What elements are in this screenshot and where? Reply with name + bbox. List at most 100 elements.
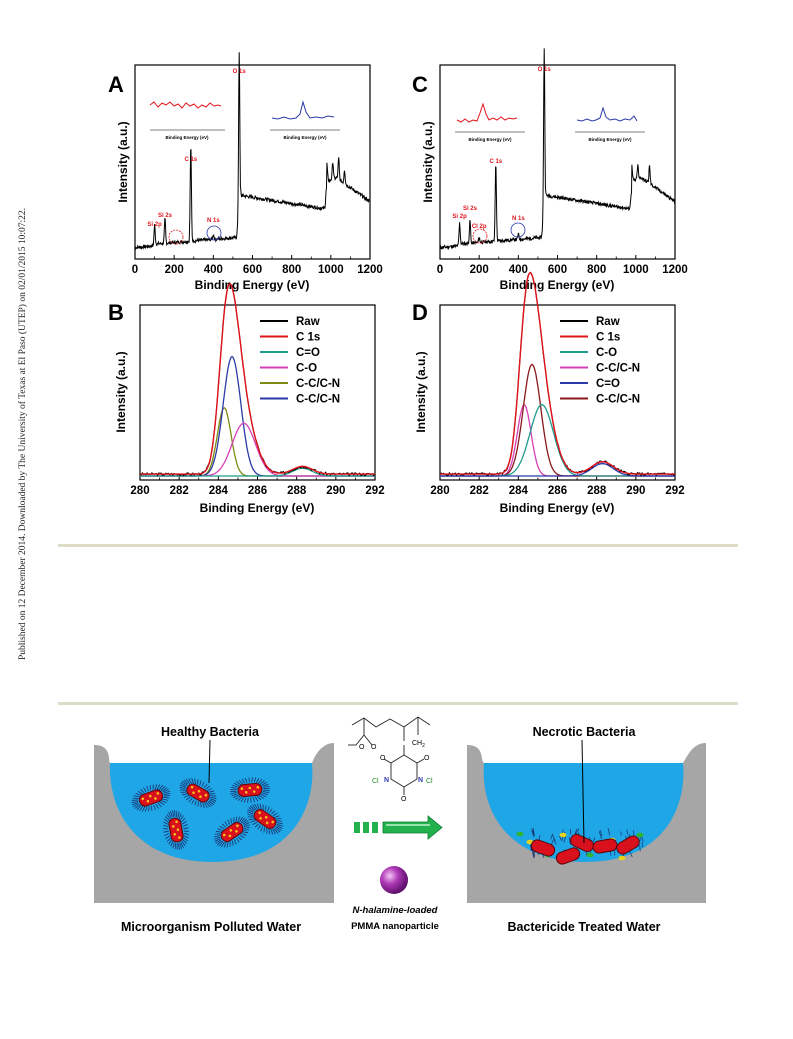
healthy-bacterium <box>179 778 217 808</box>
pili-strand <box>266 828 268 834</box>
pili-strand <box>183 794 189 798</box>
section-divider-top <box>58 544 738 547</box>
pili-strand <box>230 786 238 789</box>
pili-strand <box>217 828 223 831</box>
pili-strand <box>161 787 168 792</box>
necrotic-bacterium <box>555 847 581 865</box>
bacterium-granule <box>176 828 180 831</box>
pili-strand <box>207 801 213 807</box>
panel-b: B 280 282 284 286 288 290 292 Raw C 1s C=O C-O C-C… <box>108 281 385 515</box>
pili-strand <box>237 816 241 823</box>
pili-strand <box>263 789 270 791</box>
pili-strand <box>239 834 245 839</box>
chlorine-right-label: Cl <box>426 778 433 785</box>
pili-strand <box>159 801 165 806</box>
pili-strand <box>170 810 173 818</box>
n-region-circle-c <box>510 222 526 238</box>
debris-strand <box>598 831 602 840</box>
pili-strand <box>177 843 180 850</box>
pili-strand <box>251 804 257 810</box>
pili-strand <box>152 784 154 790</box>
debris-strand <box>568 836 571 846</box>
pili-strand <box>144 806 148 812</box>
pili-strand <box>229 841 231 847</box>
peak-label-a: N 1s <box>207 218 220 224</box>
polluted-water-basin: Healthy Bacteria Microorganism Polluted … <box>94 725 334 934</box>
peak-label-a: C 1s <box>184 157 197 163</box>
pili-strand <box>258 794 264 799</box>
pili-strand <box>163 818 169 823</box>
pili-strand <box>262 783 269 787</box>
nanoparticle-icon <box>380 866 408 894</box>
debris-strand <box>629 851 633 858</box>
cl-region-circle-a <box>168 229 184 245</box>
pili-strand <box>197 801 199 807</box>
x-tick-label-b: 282 <box>170 485 189 497</box>
legend-label-b: C-C/C-N <box>296 378 340 390</box>
pili-strand <box>191 799 195 805</box>
debris-strand <box>550 834 553 840</box>
n-region-circle-a <box>206 225 222 241</box>
pili-strand <box>249 805 256 811</box>
pili-strand <box>230 792 237 795</box>
pili-strand <box>180 791 187 793</box>
bacterium-granule <box>265 821 269 825</box>
survey-spectrum-c <box>439 48 676 251</box>
pili-strand <box>188 798 193 803</box>
pili-strand <box>180 782 187 787</box>
pili-strand <box>247 809 254 813</box>
pili-strand <box>168 839 173 845</box>
bacterium-granule <box>154 797 157 800</box>
pili-strand <box>275 826 282 831</box>
inset-n-spectrum-c <box>576 106 638 122</box>
necrotic-pointer-line <box>581 739 585 844</box>
pili-strand <box>182 824 188 827</box>
pili-strand <box>276 820 283 822</box>
pili-strand <box>146 786 149 791</box>
legend-label-b: C-O <box>296 363 317 375</box>
pili-strand <box>221 823 227 828</box>
pili-strand <box>139 805 144 812</box>
pili-strand <box>237 836 243 841</box>
debris-strand <box>641 841 643 848</box>
envelope-fit-b <box>140 282 375 475</box>
pili-strand <box>203 783 208 788</box>
x-tick-label-d: 282 <box>470 485 489 497</box>
necrotic-bacterium <box>592 838 618 854</box>
pili-strand <box>263 785 270 788</box>
pili-strand <box>210 798 217 802</box>
bacterium-granule <box>229 829 233 832</box>
bacterium-granule <box>235 830 238 833</box>
legend-label-d: C-O <box>596 347 617 359</box>
pili-strand <box>183 779 189 785</box>
bacterium-granule <box>228 834 232 838</box>
y-axis-label-a: Intensity (a.u.) <box>116 121 130 202</box>
pili-strand <box>183 837 189 842</box>
pili-strand <box>179 789 186 791</box>
pili-strand <box>230 790 237 793</box>
pili-strand <box>209 799 216 804</box>
pili-strand <box>163 830 169 833</box>
bacterium-granule <box>192 791 195 795</box>
necrotic-bacterium <box>616 835 640 855</box>
x-tick-label-d: 286 <box>548 485 567 497</box>
pili-strand <box>276 822 283 825</box>
x-axis-label-c: Binding Energy (eV) <box>500 278 615 292</box>
pili-strand <box>183 830 189 832</box>
pili-strand <box>185 796 191 801</box>
pili-strand <box>235 795 241 800</box>
pili-strand <box>272 812 278 817</box>
section-divider-bottom <box>58 702 738 705</box>
pili-strand <box>188 778 192 784</box>
fit-component-b <box>140 355 375 477</box>
healthy-bacterium <box>247 803 283 835</box>
legend-label-b: C-C/C-N <box>296 394 340 406</box>
pili-strand <box>179 815 184 821</box>
pili-strand <box>248 807 255 812</box>
debris-strand <box>551 833 556 842</box>
pili-strand <box>253 777 257 783</box>
pili-strand <box>216 840 223 846</box>
pili-strand <box>166 813 171 820</box>
nitrogen-left-label: N <box>384 777 389 784</box>
cell-debris <box>636 832 644 838</box>
